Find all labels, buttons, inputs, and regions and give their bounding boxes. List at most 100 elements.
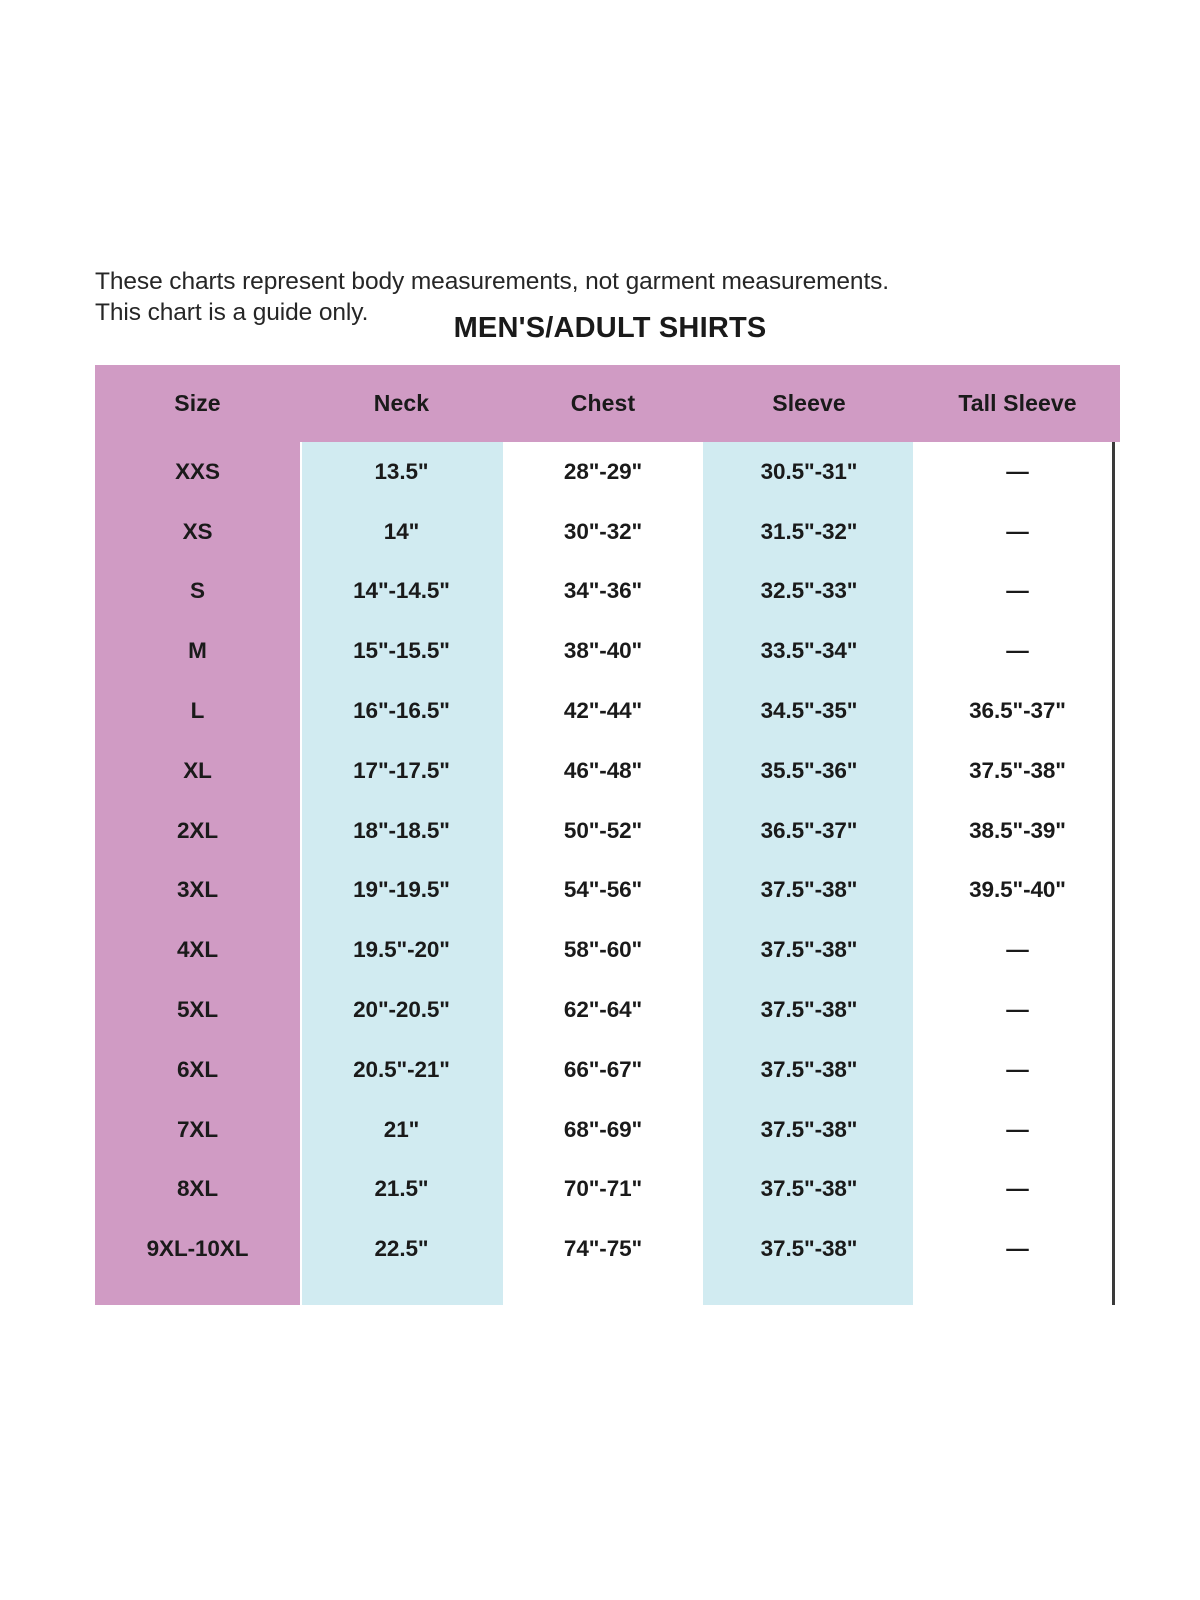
cell-size: 6XL [177,1056,218,1082]
cell-sleeve: 31.5"-32" [760,518,858,544]
table-row: XL 17"-17.5" 46"-48" 35.5"-36" 37.5"-38" [95,741,1120,801]
cell-sleeve: 35.5"-36" [760,757,858,783]
cell-size: 4XL [177,937,218,963]
cell-size: 9XL-10XL [146,1236,249,1262]
cell-chest: 34"-36" [563,578,643,604]
cell-neck: 20.5"-21" [353,1056,450,1082]
column-header-neck[interactable]: Neck [373,390,430,416]
cell-neck: 13.5" [374,458,429,484]
cell-chest: 54"-56" [563,877,643,903]
cell-sleeve: 33.5"-34" [760,638,858,664]
size-chart-table: Size Neck Chest Sleeve Tall Sleeve XXS 13… [95,365,1120,1279]
cell-neck: 17"-17.5" [353,757,450,783]
cell-neck: 15"-15.5" [353,638,450,664]
cell-neck: 18"-18.5" [353,817,450,843]
cell-tall-sleeve: — [1006,458,1029,484]
cell-size: L [190,698,205,724]
cell-sleeve: 37.5"-38" [760,877,858,903]
table-body: XXS 13.5" 28"-29" 30.5"-31" — XS 14" 30"-32" 31.… [95,442,1120,1279]
table-row: L 16"-16.5" 42"-44" 34.5"-35" 36.5"-37" [95,681,1120,741]
neck-column-background [302,442,503,1305]
cell-chest: 38"-40" [563,638,643,664]
cell-chest: 50"-52" [563,817,643,843]
cell-tall-sleeve: 39.5"-40" [969,877,1066,903]
column-header-sleeve[interactable]: Sleeve [772,390,846,416]
cell-size: 2XL [177,817,218,843]
cell-size: 5XL [177,997,218,1023]
cell-neck: 21" [383,1116,420,1142]
cell-chest: 70"-71" [563,1176,643,1202]
cell-chest: 28"-29" [563,458,643,484]
cell-tall-sleeve: — [1006,997,1029,1023]
cell-sleeve: 37.5"-38" [760,997,858,1023]
table-row: XXS 13.5" 28"-29" 30.5"-31" — [95,442,1120,502]
cell-sleeve: 30.5"-31" [760,458,858,484]
cell-sleeve: 37.5"-38" [760,1236,858,1262]
cell-tall-sleeve: — [1006,1176,1029,1202]
table-row: 4XL 19.5"-20" 58"-60" 37.5"-38" — [95,920,1120,980]
cell-sleeve: 37.5"-38" [760,1056,858,1082]
cell-size: XS [182,518,213,544]
size-column-background [95,442,300,1305]
cell-size: 3XL [177,877,218,903]
table-row: 5XL 20"-20.5" 62"-64" 37.5"-38" — [95,980,1120,1040]
column-header-size[interactable]: Size [174,390,221,416]
column-header-tall-sleeve[interactable]: Tall Sleeve [958,390,1077,416]
table-row: 2XL 18"-18.5" 50"-52" 36.5"-37" 38.5"-39" [95,801,1120,861]
cell-tall-sleeve: 37.5"-38" [969,757,1066,783]
column-header-chest[interactable]: Chest [570,390,636,416]
table-row: XS 14" 30"-32" 31.5"-32" — [95,502,1120,562]
cell-sleeve: 37.5"-38" [760,1116,858,1142]
header-row-background [95,365,1120,442]
cell-size: 8XL [177,1176,218,1202]
cell-sleeve: 37.5"-38" [760,937,858,963]
cell-sleeve: 34.5"-35" [760,698,858,724]
cell-neck: 20"-20.5" [353,997,450,1023]
size-chart-table-container: Size Neck Chest Sleeve Tall Sleeve XXS 13… [95,365,1120,1305]
cell-neck: 19"-19.5" [353,877,450,903]
cell-neck: 16"-16.5" [353,698,450,724]
cell-tall-sleeve: — [1006,937,1029,963]
intro-disclaimer-text: These charts represent body measurements… [95,268,890,326]
cell-tall-sleeve: — [1006,638,1029,664]
cell-size: S [190,578,205,604]
cell-tall-sleeve: — [1006,578,1029,604]
cell-size: 7XL [177,1116,218,1142]
cell-chest: 62"-64" [563,997,643,1023]
cell-neck: 14"-14.5" [353,578,450,604]
cell-size: XXS [175,458,220,484]
table-right-rule [1112,442,1115,1305]
cell-sleeve: 37.5"-38" [760,1176,858,1202]
cell-tall-sleeve: — [1006,1056,1029,1082]
cell-tall-sleeve: — [1006,518,1029,544]
cell-chest: 66"-67" [563,1056,643,1082]
table-row: S 14"-14.5" 34"-36" 32.5"-33" — [95,562,1120,622]
cell-size: M [188,638,207,664]
cell-chest: 46"-48" [563,757,643,783]
table-row: 8XL 21.5" 70"-71" 37.5"-38" — [95,1160,1120,1220]
cell-chest: 30"-32" [563,518,643,544]
sleeve-column-background [703,442,913,1305]
cell-chest: 74"-75" [563,1236,643,1262]
cell-sleeve: 32.5"-33" [760,578,858,604]
table-row: 3XL 19"-19.5" 54"-56" 37.5"-38" 39.5"-40" [95,861,1120,921]
cell-neck: 22.5" [374,1236,429,1262]
cell-tall-sleeve: 36.5"-37" [969,698,1066,724]
cell-size: XL [183,757,212,783]
cell-tall-sleeve: 38.5"-39" [969,817,1066,843]
cell-chest: 58"-60" [563,937,643,963]
cell-tall-sleeve: — [1006,1116,1029,1142]
cell-tall-sleeve: — [1006,1236,1029,1262]
table-row: M 15"-15.5" 38"-40" 33.5"-34" — [95,621,1120,681]
table-row: 7XL 21" 68"-69" 37.5"-38" — [95,1100,1120,1160]
cell-chest: 42"-44" [563,698,643,724]
table-row: 6XL 20.5"-21" 66"-67" 37.5"-38" — [95,1040,1120,1100]
cell-neck: 14" [383,518,420,544]
cell-chest: 68"-69" [563,1116,643,1142]
table-header-row: Size Neck Chest Sleeve Tall Sleeve [95,365,1120,442]
cell-neck: 21.5" [374,1176,429,1202]
cell-neck: 19.5"-20" [353,937,450,963]
cell-sleeve: 36.5"-37" [760,817,858,843]
page-title: MEN'S/ADULT SHIRTS [453,312,767,344]
